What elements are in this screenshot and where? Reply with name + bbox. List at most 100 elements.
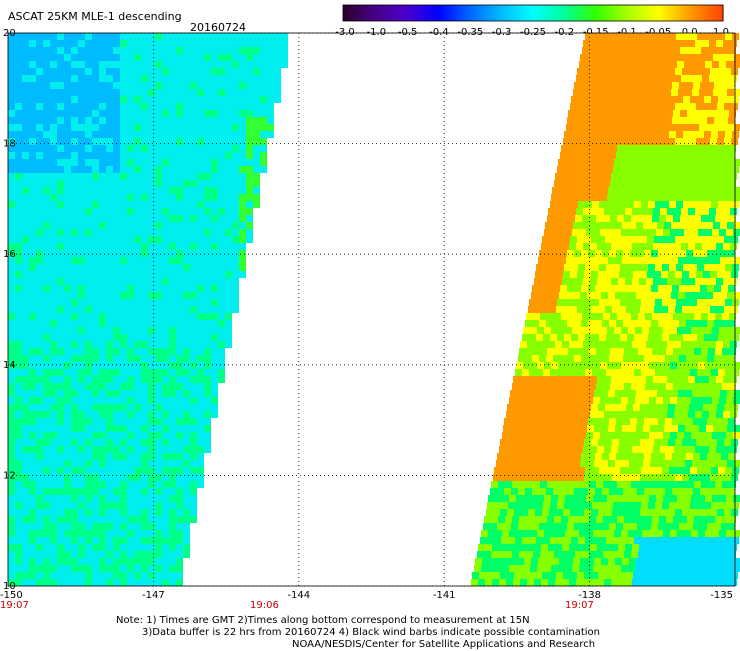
colorbar-segment — [382, 5, 385, 21]
colorbar-segment — [699, 5, 702, 21]
colorbar-segment — [677, 5, 680, 21]
colorbar-segment — [545, 5, 548, 21]
colorbar-segment — [463, 5, 466, 21]
colorbar-segment — [349, 5, 352, 21]
colorbar-segment — [721, 5, 724, 21]
colorbar-segment — [596, 5, 599, 21]
colorbar-segment — [469, 5, 472, 21]
colorbar-segment — [357, 5, 360, 21]
colorbar-segment — [531, 5, 534, 21]
colorbar-segment — [691, 5, 694, 21]
colorbar-segment — [523, 5, 526, 21]
colorbar-segment — [667, 5, 670, 21]
colorbar-segment — [387, 5, 390, 21]
colorbar-segment — [680, 5, 683, 21]
colorbar-segment — [474, 5, 477, 21]
colorbar-segment — [716, 5, 719, 21]
colorbar-segment — [697, 5, 700, 21]
colorbar-segment — [544, 5, 547, 21]
colorbar-segment — [483, 5, 487, 21]
colorbar-segment — [384, 5, 387, 21]
colorbar-segment — [499, 5, 502, 21]
colorbar-segment — [447, 5, 450, 21]
colorbar-segment — [439, 5, 442, 21]
colorbar-segment — [401, 5, 404, 21]
colorbar-segment — [704, 5, 707, 21]
colorbar-segment — [373, 5, 376, 21]
colorbar-segment — [550, 5, 553, 21]
colorbar-segment — [396, 5, 400, 21]
colorbar-segment — [488, 5, 491, 21]
colorbar-segment — [590, 5, 593, 21]
colorbar-segment — [662, 5, 666, 21]
colorbar-segment — [417, 5, 420, 21]
colorbar-segment — [404, 5, 407, 21]
colorbar-segment — [552, 5, 555, 21]
colorbar-segment — [423, 5, 426, 21]
colorbar-segment — [672, 5, 675, 21]
colorbar-segment — [615, 5, 618, 21]
colorbar-segment — [390, 5, 393, 21]
colorbar-segment — [540, 5, 544, 21]
colorbar-label: -3.0 — [335, 27, 355, 38]
colorbar-segment — [683, 5, 686, 21]
colorbar-segment — [713, 5, 716, 21]
colorbar-segment — [613, 5, 616, 21]
colorbar-segment — [498, 5, 501, 21]
colorbar-segment — [575, 5, 578, 21]
colorbar-segment — [643, 5, 647, 21]
colorbar-segment — [514, 5, 517, 21]
colorbar-segment — [422, 5, 425, 21]
colorbar-segment — [637, 5, 640, 21]
colorbar-segment — [377, 5, 381, 21]
colorbar-segment — [457, 5, 460, 21]
colorbar-segment — [582, 5, 585, 21]
colorbar-segment — [428, 5, 431, 21]
colorbar-segment — [688, 5, 691, 21]
colorbar-segment — [572, 5, 575, 21]
colorbar-segment — [455, 5, 458, 21]
colorbar-segment — [358, 5, 362, 21]
colorbar-segment — [607, 5, 610, 21]
colorbar-segment — [642, 5, 645, 21]
colorbar-segment — [564, 5, 567, 21]
colorbar-segment — [406, 5, 409, 21]
colorbar-segment — [496, 5, 499, 21]
colorbar-segment — [528, 5, 531, 21]
colorbar-segment — [363, 5, 366, 21]
colorbar-label: -0.05 — [645, 27, 671, 38]
colorbar-segment — [686, 5, 689, 21]
note-line-2: 3)Data buffer is 22 hrs from 20160724 4)… — [142, 627, 600, 638]
colorbar-segment — [591, 5, 594, 21]
time-label-3: 19:07 — [565, 600, 594, 611]
colorbar-segment — [480, 5, 483, 21]
colorbar-segment — [628, 5, 631, 21]
colorbar-segment — [472, 5, 476, 21]
colorbar-segment — [574, 5, 577, 21]
x-tick-label: -144 — [287, 590, 310, 601]
colorbar-segment — [618, 5, 621, 21]
colorbar-segment — [479, 5, 482, 21]
colorbar-segment — [634, 5, 637, 21]
colorbar-frame — [342, 4, 724, 22]
colorbar-segment — [708, 5, 711, 21]
colorbar-segment — [466, 5, 469, 21]
colorbar-segment — [441, 5, 444, 21]
colorbar-segment — [442, 5, 445, 21]
colorbar-segment — [640, 5, 643, 21]
colorbar-segment — [381, 5, 384, 21]
colorbar-label: -0.1 — [617, 27, 637, 38]
colorbar-segment — [658, 5, 661, 21]
colorbar-segment — [354, 5, 357, 21]
colorbar-segment — [414, 5, 417, 21]
colorbar-segment — [385, 5, 388, 21]
colorbar-segment — [601, 5, 604, 21]
colorbar-segment — [409, 5, 412, 21]
colorbar-segment — [681, 5, 685, 21]
colorbar-segment — [555, 5, 558, 21]
colorbar-segment — [685, 5, 688, 21]
colorbar-segment — [533, 5, 536, 21]
colorbar-segment — [718, 5, 721, 21]
colorbar-segment — [624, 5, 628, 21]
x-tick-label: -150 — [0, 590, 23, 601]
